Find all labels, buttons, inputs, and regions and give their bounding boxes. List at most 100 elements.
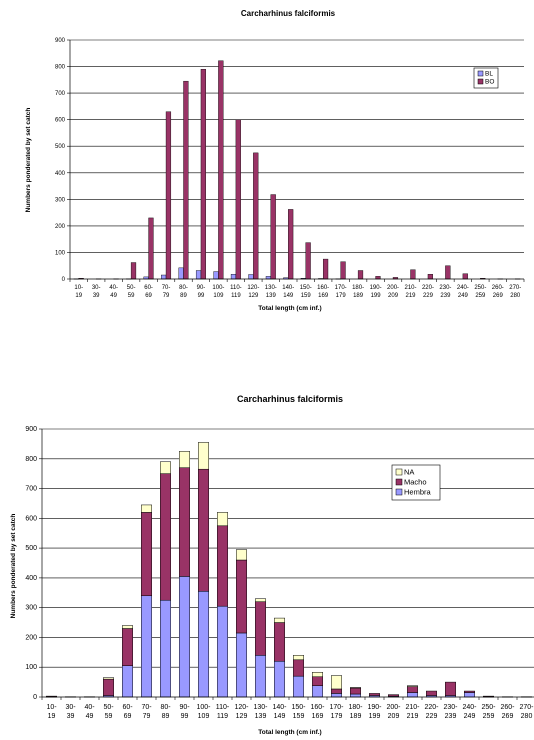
bar-macho — [274, 622, 285, 662]
bar-macho — [179, 467, 190, 577]
x-tick-label: 90-99 — [197, 285, 206, 299]
x-tick-label: 200-209 — [387, 285, 399, 299]
legend-label-macho: Macho — [404, 478, 427, 487]
chart-2-bars — [46, 442, 532, 698]
y-tick-label: 500 — [55, 144, 66, 150]
bar-macho — [160, 473, 171, 601]
chart-1-bars — [73, 60, 521, 280]
bar-bo — [462, 273, 468, 280]
bar-hembra — [255, 655, 266, 698]
bar-bo — [410, 269, 416, 280]
bar-bo — [165, 111, 172, 280]
bar-macho — [350, 687, 361, 695]
bar-na — [141, 504, 152, 513]
legend-swatch-bo — [477, 78, 484, 85]
bar-bl — [178, 267, 184, 280]
legend-swatch-macho — [395, 478, 403, 486]
chart-1-title: Carcharhinus falciformis — [241, 9, 336, 18]
bar-hembra — [236, 632, 247, 698]
x-tick-label: 160-169 — [310, 704, 325, 720]
bar-na — [198, 442, 209, 470]
x-tick-label: 270-280 — [509, 285, 521, 299]
x-tick-label: 160-169 — [317, 285, 329, 299]
x-tick-label: 210-219 — [405, 704, 420, 720]
legend-label-hembra: Hembra — [404, 488, 432, 497]
x-tick-label: 270-280 — [519, 704, 534, 720]
x-tick-label: 150-159 — [291, 704, 306, 720]
bar-bo — [218, 60, 224, 280]
bar-bl — [161, 274, 167, 280]
bar-macho — [46, 695, 57, 697]
x-tick-label: 40-49 — [84, 704, 95, 720]
x-tick-label: 240-249 — [462, 704, 477, 720]
bar-macho — [198, 468, 209, 592]
chart-2-y-ticks: 0 100 200 300 400 500 600 700 800 900 — [25, 426, 37, 701]
y-tick-label: 100 — [55, 250, 66, 256]
legend-label-bo: BO — [485, 79, 494, 86]
bar-macho — [369, 693, 380, 696]
bar-macho — [407, 686, 418, 693]
x-tick-label: 170-179 — [335, 285, 347, 299]
bar-hembra — [274, 661, 285, 698]
bar-macho — [483, 695, 494, 697]
bar-macho — [236, 559, 247, 634]
x-tick-label: 10-19 — [74, 285, 83, 299]
x-tick-label: 50-59 — [127, 285, 136, 299]
x-tick-label: 50-59 — [103, 704, 114, 720]
bar-na — [312, 672, 323, 678]
chart-2: Carcharhinus falciformis Total length (c… — [10, 394, 534, 736]
y-tick-label: 700 — [55, 91, 66, 97]
x-tick-label: 120-129 — [247, 285, 259, 299]
chart-1: Carcharhinus falciformis Total length (c… — [25, 9, 525, 312]
legend-swatch-bl — [477, 70, 484, 77]
y-tick-label: 300 — [55, 197, 66, 203]
chart-2-title: Carcharhinus falciformis — [237, 394, 343, 404]
y-tick-label: 600 — [25, 515, 37, 522]
bar-bo — [253, 152, 259, 280]
bar-hembra — [141, 595, 152, 698]
chart-1-gridlines — [70, 39, 524, 253]
y-tick-label: 400 — [25, 575, 37, 582]
bar-macho — [141, 512, 152, 597]
bar-na — [217, 512, 228, 527]
chart-2-gridlines — [42, 428, 534, 668]
x-tick-label: 260-269 — [500, 704, 515, 720]
y-tick-label: 400 — [55, 171, 66, 177]
bar-bo — [183, 80, 189, 280]
bar-na — [160, 461, 171, 474]
bar-bo — [305, 242, 311, 280]
legend-swatch-na — [395, 468, 403, 476]
x-tick-label: 60-69 — [144, 285, 153, 299]
bar-na — [350, 687, 361, 689]
bar-na — [255, 598, 266, 602]
chart-2-y-axis-label: Numbers ponderated by set catch — [10, 514, 17, 619]
x-tick-label: 80-89 — [179, 285, 188, 299]
bar-bo — [235, 119, 241, 280]
chart-1-axes — [67, 39, 525, 282]
bar-hembra — [198, 591, 209, 698]
bar-na — [103, 677, 114, 680]
x-tick-label: 180-189 — [348, 704, 363, 720]
bar-hembra — [312, 685, 323, 698]
bar-macho — [255, 601, 266, 656]
y-tick-label: 800 — [55, 65, 66, 71]
bar-na — [407, 685, 418, 687]
y-tick-label: 700 — [25, 486, 37, 493]
x-tick-label: 230-239 — [443, 704, 458, 720]
bar-bo — [200, 69, 206, 280]
bar-macho — [445, 681, 456, 696]
x-tick-label: 10-19 — [46, 704, 57, 720]
bar-hembra — [331, 693, 342, 698]
bar-hembra — [407, 692, 418, 698]
bar-na — [122, 625, 133, 629]
chart-1-y-axis-label: Numbers ponderated by set catch — [25, 108, 32, 213]
bar-bl — [265, 276, 272, 280]
bar-bo — [288, 209, 294, 280]
bar-bo — [375, 276, 381, 280]
y-tick-label: 500 — [25, 545, 37, 552]
chart-2-x-ticks: 10-19 30-39 40-49 50-59 60-69 70-79 80-89 90-99… — [46, 704, 534, 720]
bar-macho — [103, 678, 114, 696]
bar-macho — [217, 525, 228, 607]
x-tick-label: 250-259 — [481, 704, 496, 720]
